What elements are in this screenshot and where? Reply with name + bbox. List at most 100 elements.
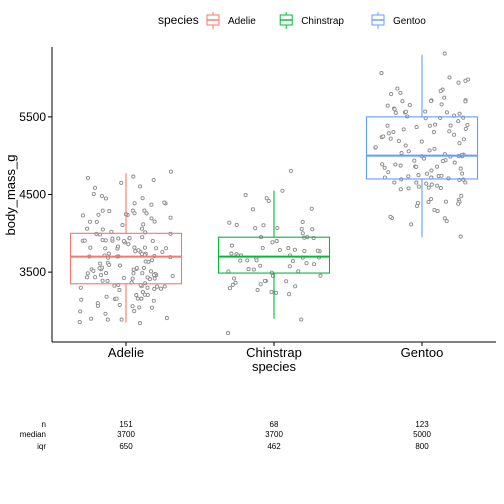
data-point-adelie: [103, 238, 108, 243]
data-point-gentoo: [421, 156, 427, 161]
data-point-adelie: [138, 184, 143, 189]
data-point-gentoo: [395, 86, 400, 91]
data-point-gentoo: [389, 92, 394, 97]
data-point-adelie: [89, 316, 94, 321]
data-point-adelie: [140, 271, 145, 276]
data-point-gentoo: [443, 199, 448, 204]
data-point-gentoo: [448, 123, 453, 128]
data-point-chinstrap: [250, 207, 256, 212]
summary-row-label-n: n: [42, 420, 46, 429]
data-point-adelie: [149, 305, 155, 310]
data-point-gentoo: [398, 187, 403, 192]
data-point-adelie: [105, 317, 110, 322]
data-point-gentoo: [373, 145, 378, 150]
data-point-adelie: [91, 191, 96, 197]
data-point-adelie: [94, 219, 99, 224]
data-point-adelie: [170, 273, 175, 279]
data-point-gentoo: [429, 182, 434, 187]
summary-row-label-iqr: iqr: [37, 442, 46, 451]
data-point-gentoo: [424, 171, 430, 176]
data-point-chinstrap: [258, 263, 263, 268]
data-point-chinstrap: [318, 273, 323, 278]
data-point-adelie: [149, 202, 154, 207]
data-point-gentoo: [442, 216, 447, 221]
summary-iqr-chinstrap: 462: [267, 442, 281, 451]
data-point-gentoo: [386, 170, 391, 175]
data-point-adelie: [84, 275, 90, 280]
data-point-adelie: [100, 278, 105, 283]
data-point-adelie: [140, 290, 145, 295]
data-point-adelie: [151, 298, 156, 303]
data-point-chinstrap: [234, 222, 239, 227]
iqr-box: [217, 236, 331, 274]
data-point-chinstrap: [288, 168, 293, 173]
data-point-gentoo: [429, 168, 434, 173]
data-point-adelie: [149, 258, 155, 263]
data-point-adelie: [142, 245, 147, 250]
box-adelie: [69, 173, 183, 323]
data-point-gentoo: [426, 185, 431, 190]
data-point-chinstrap: [229, 243, 234, 248]
data-point-gentoo: [392, 180, 397, 185]
data-point-adelie: [92, 185, 98, 190]
data-point-adelie: [162, 200, 167, 205]
data-point-gentoo: [463, 126, 468, 131]
data-point-chinstrap: [280, 188, 285, 193]
data-point-adelie: [105, 278, 110, 283]
data-point-adelie: [139, 296, 144, 301]
data-point-chinstrap: [296, 269, 301, 274]
data-point-adelie: [130, 276, 135, 281]
y-tick-label: 3500: [19, 265, 46, 279]
summary-n-adelie: 151: [119, 420, 133, 429]
summary-iqr-gentoo: 800: [415, 442, 429, 451]
data-point-adelie: [77, 320, 82, 325]
data-point-adelie: [98, 273, 104, 278]
data-point-adelie: [158, 286, 164, 291]
legend-key: [206, 12, 220, 29]
data-point-chinstrap: [232, 276, 237, 281]
data-point-adelie: [164, 316, 169, 321]
summary-n-gentoo: 123: [415, 420, 429, 429]
data-point-adelie: [95, 303, 100, 308]
data-point-adelie: [106, 251, 111, 256]
legend-label: Gentoo: [393, 16, 426, 27]
data-point-adelie: [133, 249, 138, 254]
data-point-adelie: [100, 237, 105, 243]
y-axis-title: body_mass_g: [3, 155, 18, 236]
data-point-adelie: [142, 208, 147, 213]
x-axis-title: species: [252, 359, 297, 374]
box-chinstrap: [217, 190, 331, 319]
data-point-adelie: [114, 296, 119, 301]
data-point-chinstrap: [286, 246, 291, 251]
data-point-chinstrap: [246, 267, 251, 272]
data-point-gentoo: [416, 184, 421, 189]
legend-key: [279, 12, 293, 29]
data-point-gentoo: [427, 148, 432, 153]
data-point-chinstrap: [245, 258, 250, 263]
data-point-chinstrap: [274, 290, 279, 295]
data-point-chinstrap: [287, 292, 292, 297]
data-point-gentoo: [447, 129, 452, 134]
data-point-adelie: [99, 193, 104, 199]
data-point-chinstrap: [275, 225, 280, 231]
data-point-adelie: [85, 271, 90, 276]
data-point-adelie: [131, 271, 136, 276]
data-point-adelie: [144, 211, 149, 216]
data-point-chinstrap: [254, 258, 259, 263]
data-point-chinstrap: [269, 289, 274, 295]
data-point-adelie: [91, 268, 96, 273]
data-point-gentoo: [460, 171, 465, 176]
data-point-adelie: [146, 259, 151, 264]
data-point-gentoo: [440, 159, 445, 164]
legend-key: [371, 12, 385, 29]
data-point-gentoo: [456, 119, 461, 124]
summary-iqr-adelie: 650: [119, 442, 133, 451]
data-point-chinstrap: [299, 226, 304, 232]
data-point-chinstrap: [292, 247, 297, 252]
data-point-chinstrap: [243, 193, 248, 198]
x-tick-label-gentoo: Gentoo: [401, 345, 444, 360]
data-point-chinstrap: [261, 223, 266, 228]
data-point-gentoo: [412, 158, 417, 163]
data-point-adelie: [115, 244, 121, 249]
data-point-gentoo: [400, 99, 405, 104]
